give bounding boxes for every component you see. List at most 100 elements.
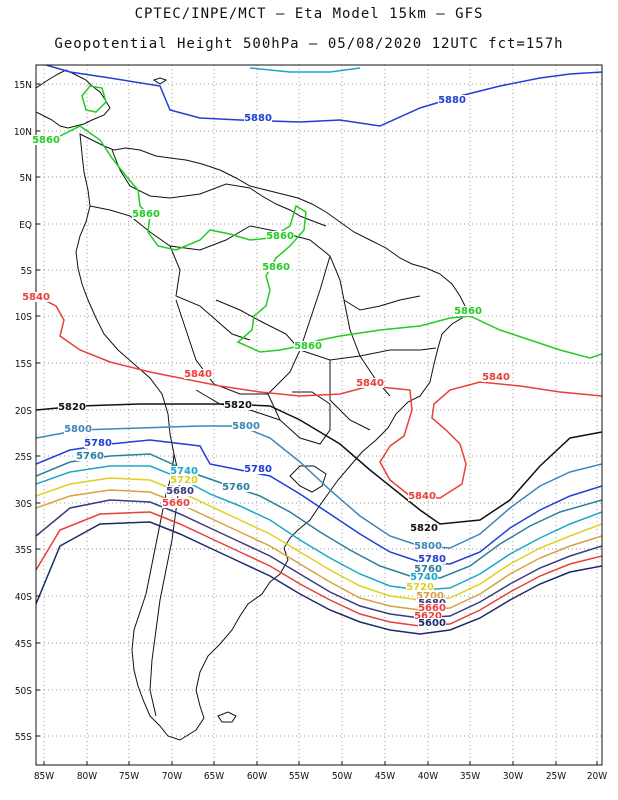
contour-label: 5860: [294, 341, 322, 352]
contour-label-background: [416, 591, 444, 601]
longitude-ticks: 85W 80W 75W 70W 65W 60W 55W 50W 45W 40W 35W 30W 25W 2…: [34, 761, 607, 782]
contour-label-background: [418, 603, 446, 613]
contour-label-background: [170, 466, 198, 476]
contour-label-background: [414, 611, 442, 621]
contour-label-background: [418, 554, 446, 564]
contour-label: 5600: [418, 618, 446, 629]
contour-label: 5760: [222, 482, 250, 493]
latitude-tick-label: 10S: [15, 312, 32, 323]
contour-5780: [36, 439, 602, 565]
contour-label: 5820: [410, 523, 438, 534]
longitude-tick-label: 65W: [204, 771, 224, 782]
contour-label: 5720: [406, 582, 434, 593]
contour-label: 5860: [132, 209, 160, 220]
contour-label: 5840: [184, 369, 212, 380]
latitude-tick-label: 55S: [15, 732, 32, 743]
contour-label-background: [408, 491, 436, 501]
contour-label-background: [438, 95, 466, 105]
falkland-islands: [217, 711, 237, 723]
border-guianas: [249, 187, 327, 227]
contour-5800: [36, 425, 602, 549]
contour-label-background: [58, 402, 86, 412]
contour-label-background: [222, 482, 250, 492]
contour-label-background: [262, 262, 290, 272]
latitude-tick-label: 5S: [21, 266, 33, 277]
longitude-tick-label: 35W: [460, 771, 480, 782]
border-brazil-states-5: [329, 360, 371, 431]
contour-label-background: [184, 369, 212, 379]
contour-label: 5800: [64, 424, 92, 435]
latitude-tick-label: 10N: [14, 127, 32, 138]
contour-label: 5660: [162, 498, 190, 509]
contour-label: 5800: [232, 421, 260, 432]
longitude-tick-label: 80W: [77, 771, 97, 782]
contour-label-background: [232, 421, 260, 431]
contour-label-background: [410, 523, 438, 533]
longitude-tick-label: 40W: [418, 771, 438, 782]
latitude-tick-label: 25S: [15, 452, 32, 463]
latitude-tick-label: 45S: [15, 639, 32, 650]
border-uruguay: [289, 465, 327, 493]
contour-label-background: [132, 209, 160, 219]
longitude-tick-label: 75W: [119, 771, 139, 782]
contour-label-background: [22, 292, 50, 302]
latitude-tick-label: 30S: [15, 499, 32, 510]
map-frame: [35, 64, 603, 766]
caribbean-island: [152, 77, 168, 85]
latitude-tick-label: 20S: [15, 406, 32, 417]
contour-5820: [36, 403, 602, 525]
central-america-coast: [36, 69, 111, 129]
contour-label-background: [414, 564, 442, 574]
latitude-tick-label: EQ: [19, 220, 32, 231]
contour-label: 5780: [244, 464, 272, 475]
contour-label: 5800: [414, 541, 442, 552]
contour-label-background: [162, 498, 190, 508]
map-title-line2: Geopotential Height 500hPa – 05/08/2020 …: [54, 36, 564, 52]
contour-label: 5860: [32, 135, 60, 146]
latitude-tick-label: 50S: [15, 686, 32, 697]
border-colombia-venezuela: [111, 149, 251, 199]
contour-5680: [36, 499, 602, 619]
contour-label-background: [170, 475, 198, 485]
contour-label: 5860: [266, 231, 294, 242]
contour-label-background: [356, 378, 384, 388]
contour-label: 5780: [418, 554, 446, 565]
longitude-tick-label: 60W: [247, 771, 267, 782]
latitude-tick-label: 15N: [14, 80, 32, 91]
contour-label: 5820: [58, 402, 86, 413]
contour-label: 5660: [418, 603, 446, 614]
contour-label-background: [224, 400, 252, 410]
contour-5660: [36, 511, 602, 627]
longitude-tick-label: 85W: [34, 771, 54, 782]
contour-label-background: [414, 541, 442, 551]
contour-label: 5840: [408, 491, 436, 502]
contour-label: 5860: [454, 306, 482, 317]
border-brazil-states-1: [249, 225, 421, 311]
contour-label-background: [294, 341, 322, 351]
contour-label: 5760: [76, 451, 104, 462]
contour-label: 5740: [170, 466, 198, 477]
border-bolivia: [175, 299, 301, 395]
contour-lines: [36, 65, 602, 635]
contour-label: 5780: [84, 438, 112, 449]
contour-label-background: [166, 486, 194, 496]
contour-label-background: [406, 582, 434, 592]
contour-label: 5880: [244, 113, 272, 124]
border-brazil-states-4: [299, 347, 437, 361]
contour-label-background: [244, 113, 272, 123]
contour-label: 5680: [166, 486, 194, 497]
latitude-tick-label: 5N: [20, 173, 32, 184]
contour-5720: [36, 477, 602, 601]
contour-label: 5840: [22, 292, 50, 303]
contour-label-background: [84, 438, 112, 448]
map-title-line1: CPTEC/INPE/MCT – Eta Model 15km – GFS: [134, 6, 484, 22]
latitude-tick-label: 15S: [15, 359, 32, 370]
contour-5860-island: [81, 85, 107, 113]
contour-5740: [36, 465, 602, 591]
longitude-tick-label: 55W: [289, 771, 309, 782]
contour-label: 5860: [262, 262, 290, 273]
contour-5700: [36, 489, 602, 611]
border-peru-brazil: [169, 245, 251, 341]
border-colombia-peru: [89, 205, 251, 251]
